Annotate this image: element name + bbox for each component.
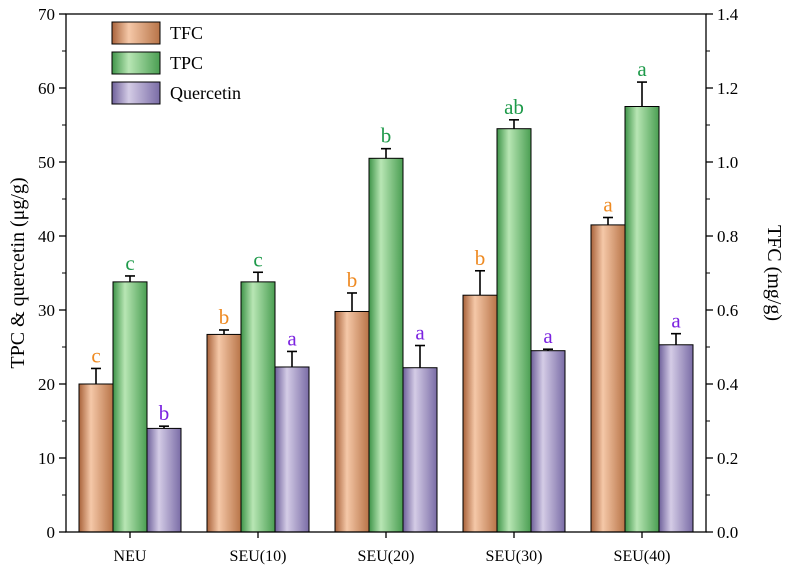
bar-quercetin-0 xyxy=(146,427,182,533)
significance-letter: b xyxy=(219,305,230,329)
right-tick-label: 0.6 xyxy=(717,301,738,320)
right-tick-label: 0.2 xyxy=(717,449,738,468)
right-tick-label: 1.0 xyxy=(717,153,738,172)
legend: TFC TPC Quercetin xyxy=(111,21,241,105)
significance-letter: a xyxy=(603,193,613,217)
axes-layer: NEU SEU(10) SEU(20) SEU(30) SEU(40) 0 10 20 30 40… xyxy=(38,5,739,565)
right-tick-label: 0.0 xyxy=(717,523,738,542)
left-tick-label: 70 xyxy=(38,5,55,24)
bar-tfc-3 xyxy=(462,294,498,533)
significance-letter: c xyxy=(125,251,134,275)
legend-swatch-tpc xyxy=(111,51,161,75)
significance-letter: c xyxy=(253,247,262,271)
error-bars-layer xyxy=(91,81,681,429)
x-tick-label: SEU(30) xyxy=(486,548,543,565)
x-tick-label: SEU(20) xyxy=(358,548,415,565)
significance-letter: a xyxy=(671,309,681,333)
x-tick-label: SEU(10) xyxy=(230,548,287,565)
right-tick-label: 1.2 xyxy=(717,79,738,98)
bar-tpc-4 xyxy=(624,106,660,533)
legend-label-tfc: TFC xyxy=(170,23,203,43)
legend-swatch-quercetin xyxy=(111,81,161,105)
significance-letter: a xyxy=(287,326,297,350)
bar-tfc-2 xyxy=(334,310,370,533)
left-tick-label: 20 xyxy=(38,375,55,394)
significance-letter: a xyxy=(637,57,647,81)
left-axis-label: TPC & quercetin (μg/g) xyxy=(7,177,29,368)
right-axis-label: TFC (mg/g) xyxy=(763,225,785,321)
legend-label-quercetin: Quercetin xyxy=(170,83,241,103)
significance-letter: b xyxy=(159,401,170,425)
legend-swatch-tfc xyxy=(111,21,161,45)
right-tick-label: 1.4 xyxy=(717,5,739,24)
significance-letter: a xyxy=(415,321,425,345)
bar-tpc-1 xyxy=(240,281,276,533)
bars-layer xyxy=(78,106,694,533)
left-tick-label: 10 xyxy=(38,449,55,468)
bar-quercetin-2 xyxy=(402,367,438,533)
left-tick-label: 50 xyxy=(38,153,55,172)
significance-letter: b xyxy=(381,124,392,148)
bar-quercetin-3 xyxy=(530,350,566,533)
left-tick-label: 0 xyxy=(47,523,56,542)
significance-letter: b xyxy=(475,246,486,270)
bar-quercetin-1 xyxy=(274,366,310,533)
bar-tpc-2 xyxy=(368,157,404,533)
significance-letter: c xyxy=(91,343,100,367)
significance-letter: a xyxy=(543,324,553,348)
bar-tfc-0 xyxy=(78,383,114,533)
bar-tpc-0 xyxy=(112,281,148,533)
bar-quercetin-4 xyxy=(658,344,694,533)
bar-tpc-3 xyxy=(496,128,532,533)
significance-letter: b xyxy=(347,268,358,292)
left-tick-label: 40 xyxy=(38,227,55,246)
left-tick-label: 60 xyxy=(38,79,55,98)
bar-tfc-1 xyxy=(206,333,242,533)
x-tick-label: NEU xyxy=(114,548,147,565)
significance-letter: ab xyxy=(504,95,524,119)
right-tick-label: 0.4 xyxy=(717,375,739,394)
bar-tfc-4 xyxy=(590,224,626,533)
legend-label-tpc: TPC xyxy=(170,53,203,73)
right-tick-label: 0.8 xyxy=(717,227,738,246)
x-tick-label: SEU(40) xyxy=(614,548,671,565)
left-tick-label: 30 xyxy=(38,301,55,320)
